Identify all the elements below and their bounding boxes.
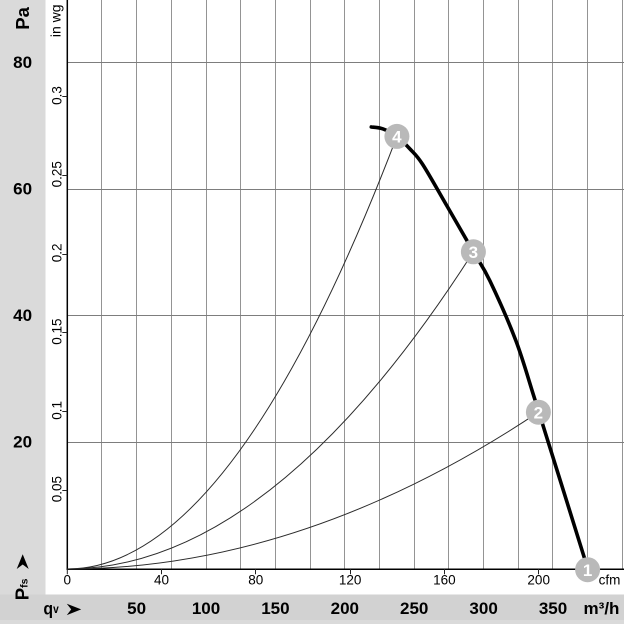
svg-text:Pa: Pa [12, 6, 33, 29]
svg-text:150: 150 [261, 599, 289, 618]
svg-text:50: 50 [127, 599, 146, 618]
svg-text:4: 4 [392, 128, 402, 147]
svg-text:80: 80 [13, 53, 32, 72]
svg-text:250: 250 [400, 599, 428, 618]
svg-text:0.15: 0.15 [49, 318, 64, 344]
svg-text:0.05: 0.05 [49, 476, 64, 502]
svg-text:2: 2 [534, 403, 543, 422]
svg-text:350: 350 [539, 599, 567, 618]
svg-text:in wg: in wg [47, 4, 63, 37]
svg-text:m³/h: m³/h [584, 599, 620, 618]
svg-text:qv: qv [43, 598, 58, 618]
svg-text:40: 40 [13, 306, 32, 325]
svg-text:60: 60 [13, 179, 32, 198]
svg-text:0.2: 0.2 [49, 244, 64, 263]
svg-text:40: 40 [154, 573, 169, 588]
svg-text:100: 100 [192, 599, 220, 618]
svg-text:200: 200 [331, 599, 359, 618]
svg-text:80: 80 [248, 573, 263, 588]
svg-text:1: 1 [583, 561, 592, 580]
svg-text:0.1: 0.1 [49, 401, 64, 420]
svg-text:cfm: cfm [599, 573, 621, 588]
svg-text:0.3: 0.3 [49, 86, 64, 105]
svg-text:160: 160 [433, 573, 456, 588]
svg-text:20: 20 [13, 432, 32, 451]
svg-text:0.25: 0.25 [49, 161, 64, 187]
svg-text:120: 120 [339, 573, 362, 588]
svg-text:200: 200 [527, 573, 550, 588]
svg-text:3: 3 [469, 243, 478, 262]
svg-text:0: 0 [63, 573, 71, 588]
svg-text:300: 300 [469, 599, 497, 618]
